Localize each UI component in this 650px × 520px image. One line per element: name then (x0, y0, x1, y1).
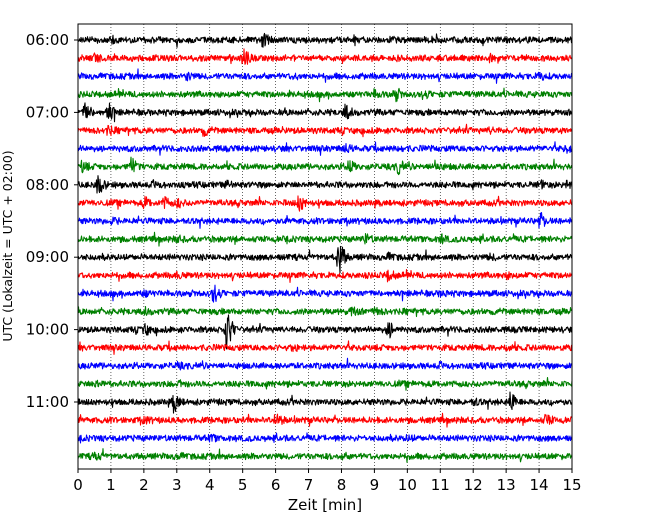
x-tick-label: 8 (337, 476, 347, 494)
x-tick-label: 0 (73, 476, 83, 494)
seismic-trace-0930 (77, 284, 573, 303)
seismic-trace-0645 (77, 87, 573, 103)
x-tick-label: 10 (398, 476, 417, 494)
x-tick-label: 13 (497, 476, 516, 494)
seismic-trace-0715 (77, 123, 573, 138)
x-tick-label: 15 (562, 476, 581, 494)
x-tick-label: 2 (139, 476, 149, 494)
seismic-trace-1145 (77, 448, 573, 463)
y-tick-label: 06:00 (26, 31, 69, 49)
seismic-trace-0845 (77, 231, 573, 247)
seismic-trace-0900 (77, 245, 573, 274)
x-tick-label: 14 (530, 476, 549, 494)
x-tick-label: 9 (370, 476, 380, 494)
seismic-trace-0830 (77, 211, 573, 229)
seismic-traces (77, 32, 573, 463)
seismic-trace-0945 (77, 306, 573, 318)
y-tick-label: 09:00 (26, 248, 69, 266)
x-tick-label: 1 (106, 476, 116, 494)
seismic-trace-1045 (77, 376, 573, 391)
seismic-trace-0700 (77, 102, 573, 123)
x-tick-label: 7 (304, 476, 314, 494)
y-axis-ticks: 06:00 07:00 08:00 09:00 10:00 11:00 (26, 31, 78, 411)
x-tick-label: 4 (205, 476, 215, 494)
x-tick-label: 12 (464, 476, 483, 494)
seismic-trace-0745 (77, 156, 573, 176)
seismic-trace-1130 (77, 432, 573, 444)
seismic-trace-0730 (77, 141, 573, 156)
y-tick-label: 07:00 (26, 103, 69, 121)
x-axis-label: Zeit [min] (288, 496, 362, 514)
x-tick-label: 6 (271, 476, 281, 494)
seismic-trace-0915 (77, 268, 573, 283)
y-tick-label: 08:00 (26, 176, 69, 194)
seismic-trace-1015 (77, 340, 573, 355)
seismic-trace-0630 (77, 68, 573, 84)
seismic-trace-0800 (77, 175, 573, 194)
y-tick-label: 10:00 (26, 321, 69, 339)
plot-frame (77, 23, 573, 470)
seismic-trace-0600 (77, 32, 573, 48)
seismic-trace-1100 (77, 391, 573, 414)
x-tick-label: 11 (431, 476, 450, 494)
x-axis-ticks: 0 1 2 3 4 5 6 7 8 9 10 11 12 13 14 15 (73, 469, 582, 494)
seismic-trace-1115 (77, 412, 573, 428)
y-axis-label: UTC (Lokalzeit = UTC + 02:00) (0, 150, 15, 341)
seismic-trace-1000 (77, 314, 573, 350)
x-tick-label: 3 (172, 476, 182, 494)
y-tick-label: 11:00 (26, 393, 69, 411)
seismic-trace-0615 (77, 48, 573, 65)
seismic-trace-1030 (77, 357, 573, 371)
seismic-trace-0815 (77, 195, 573, 212)
x-tick-label: 5 (238, 476, 248, 494)
